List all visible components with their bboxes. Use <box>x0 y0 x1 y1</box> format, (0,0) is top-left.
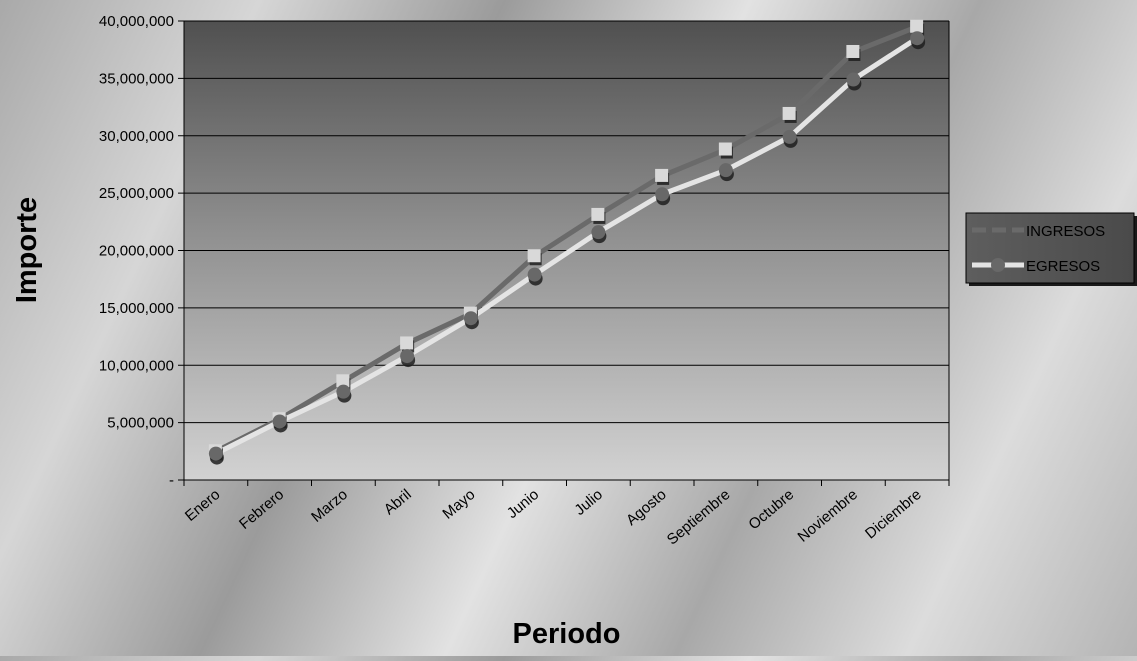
x-tick-label: Febrero <box>236 486 287 533</box>
axes: - 5,000,000 10,000,000 15,000,000 20,000,000… <box>99 13 950 548</box>
y-tick-label: 25,000,000 <box>99 185 174 202</box>
data-point-egresos <box>718 163 733 178</box>
data-point-egresos <box>527 267 542 282</box>
data-point-egresos <box>463 311 478 326</box>
y-tick-label: 30,000,000 <box>99 128 174 145</box>
data-point-ingresos <box>655 168 669 182</box>
x-tick-label: Diciembre <box>862 486 925 542</box>
y-tick-label: 20,000,000 <box>99 243 174 260</box>
data-point-ingresos <box>400 336 414 350</box>
x-tick-label: Abril <box>381 486 415 518</box>
legend-box <box>965 212 1135 284</box>
data-point-egresos <box>272 414 287 429</box>
legend: INGRESOS EGRESOS <box>965 212 1137 286</box>
data-point-egresos <box>400 349 415 364</box>
x-tick-label: Mayo <box>439 486 478 523</box>
x-tick-label: Enero <box>182 486 224 525</box>
x-tick-label: Julio <box>571 486 606 519</box>
data-point-egresos <box>846 72 861 87</box>
series-layer <box>208 19 926 465</box>
series-line-ingresos <box>214 24 919 454</box>
x-axis-title: Periodo <box>513 618 621 650</box>
x-tick-label: Octubre <box>745 486 797 533</box>
x-tick-label: Agosto <box>623 486 670 529</box>
legend-label: EGRESOS <box>1026 258 1100 275</box>
series-line-egresos <box>214 36 919 456</box>
y-tick-label: 10,000,000 <box>99 357 174 374</box>
data-point-ingresos <box>910 19 924 33</box>
data-point-ingresos <box>846 44 860 58</box>
data-point-egresos <box>782 129 797 144</box>
x-tick-label: Septiembre <box>664 486 734 548</box>
y-tick-label: 35,000,000 <box>99 70 174 87</box>
data-point-ingresos <box>782 106 796 120</box>
data-point-ingresos <box>718 142 732 156</box>
data-point-ingresos <box>527 249 541 263</box>
data-point-ingresos <box>591 207 605 221</box>
data-point-egresos <box>591 225 606 240</box>
y-tick-label: - <box>169 472 174 489</box>
x-tick-label: Junio <box>504 486 542 522</box>
data-point-ingresos <box>336 374 350 388</box>
y-tick-label: 15,000,000 <box>99 300 174 317</box>
y-tick-label: 5,000,000 <box>107 415 174 432</box>
legend-marker <box>991 258 1005 272</box>
data-point-egresos <box>655 187 670 202</box>
x-tick-label: Marzo <box>308 486 351 526</box>
y-axis-title: Importe <box>11 197 43 303</box>
data-point-egresos <box>208 446 223 461</box>
gridlines <box>184 20 949 424</box>
y-tick-label: 40,000,000 <box>99 13 174 30</box>
legend-label: INGRESOS <box>1026 223 1105 240</box>
data-point-egresos <box>910 31 925 46</box>
x-tick-label: Noviembre <box>794 486 860 546</box>
data-point-egresos <box>336 384 351 399</box>
